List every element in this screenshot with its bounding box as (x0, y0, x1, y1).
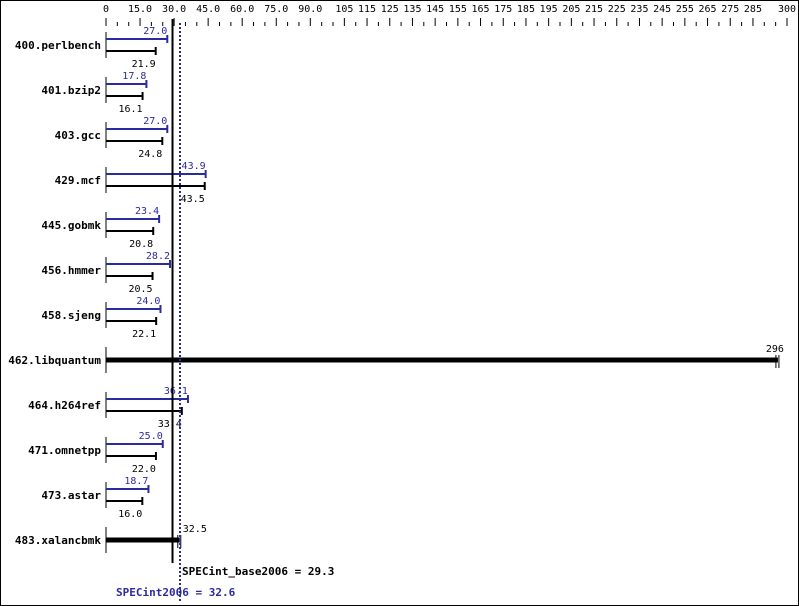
combined-value-label: 32.5 (183, 524, 207, 535)
x-tick-label: 255 (676, 4, 694, 15)
x-tick-label: 225 (608, 4, 626, 15)
benchmark-label: 473.astar (41, 489, 101, 502)
base-value-label: 20.8 (129, 239, 153, 250)
benchmark-label: 456.hmmer (41, 264, 101, 277)
x-tick-label: 215 (585, 4, 603, 15)
peak-value-label: 23.4 (135, 206, 159, 217)
x-tick-label: 105 (335, 4, 353, 15)
x-tick-label: 245 (653, 4, 671, 15)
base-value-label: 16.0 (118, 509, 142, 520)
base-value-label: 33.4 (158, 419, 182, 430)
x-tick-label: 45.0 (196, 4, 220, 15)
x-tick-label: 0 (103, 4, 109, 15)
peak-value-label: 17.8 (122, 71, 146, 82)
peak-value-label: 36.1 (164, 386, 188, 397)
x-tick-label: 15.0 (128, 4, 152, 15)
x-tick-label: 75.0 (264, 4, 288, 15)
peak-value-label: 43.9 (182, 161, 206, 172)
benchmark-label: 401.bzip2 (41, 84, 101, 97)
base-value-label: 20.5 (128, 284, 152, 295)
base-value-label: 21.9 (132, 59, 156, 70)
benchmark-label: 483.xalancbmk (15, 534, 101, 547)
base-value-label: 16.1 (118, 104, 142, 115)
peak-value-label: 28.2 (146, 251, 170, 262)
benchmark-label: 458.sjeng (41, 309, 101, 322)
x-tick-label: 235 (630, 4, 648, 15)
x-tick-label: 265 (699, 4, 717, 15)
x-tick-label: 135 (403, 4, 421, 15)
x-tick-label: 60.0 (230, 4, 254, 15)
x-tick-label: 285 (744, 4, 762, 15)
x-tick-label: 185 (517, 4, 535, 15)
base-value-label: 22.0 (132, 464, 156, 475)
benchmark-label: 462.libquantum (8, 354, 101, 367)
peak-value-label: 24.0 (136, 296, 160, 307)
x-tick-label: 205 (562, 4, 580, 15)
x-tick-label: 175 (494, 4, 512, 15)
peak-value-label: 27.0 (143, 26, 167, 37)
x-tick-label: 145 (426, 4, 444, 15)
benchmark-label: 429.mcf (55, 174, 101, 187)
benchmark-label: 403.gcc (55, 129, 101, 142)
base-value-label: 22.1 (132, 329, 156, 340)
peak-value-label: 25.0 (139, 431, 163, 442)
base-value-label: 43.5 (181, 194, 205, 205)
base-summary-label: SPECint_base2006 = 29.3 (182, 565, 334, 578)
benchmark-label: 445.gobmk (41, 219, 101, 232)
x-tick-label: 155 (449, 4, 467, 15)
peak-value-label: 27.0 (143, 116, 167, 127)
x-tick-label: 165 (472, 4, 490, 15)
x-tick-label: 115 (358, 4, 376, 15)
peak-value-label: 18.7 (124, 476, 148, 487)
x-tick-label: 300 (778, 4, 796, 15)
peak-summary-label: SPECint2006 = 32.6 (116, 586, 236, 599)
benchmark-label: 471.omnetpp (28, 444, 101, 457)
x-tick-label: 195 (540, 4, 558, 15)
x-tick-label: 125 (381, 4, 399, 15)
combined-value-label: 296 (766, 344, 784, 355)
benchmark-label: 464.h264ref (28, 399, 101, 412)
x-tick-label: 90.0 (298, 4, 322, 15)
base-value-label: 24.8 (138, 149, 162, 160)
x-tick-label: 30.0 (162, 4, 186, 15)
benchmark-label: 400.perlbench (15, 39, 101, 52)
x-tick-label: 275 (721, 4, 739, 15)
